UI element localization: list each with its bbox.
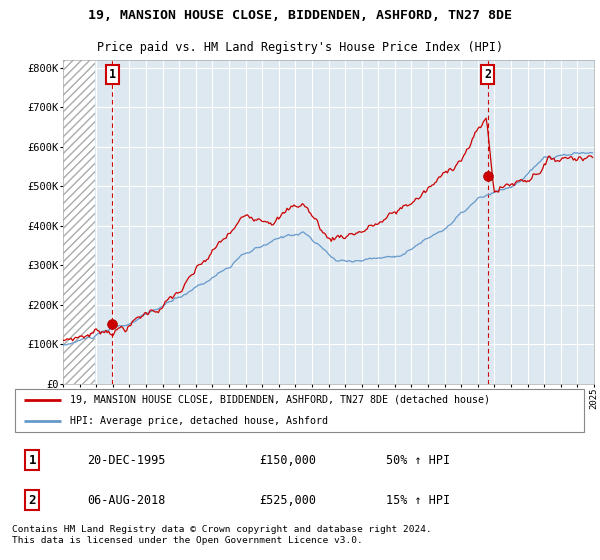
- Point: [107, 320, 117, 329]
- Text: 20-DEC-1995: 20-DEC-1995: [87, 454, 165, 466]
- Text: Contains HM Land Registry data © Crown copyright and database right 2024.
This d: Contains HM Land Registry data © Crown c…: [12, 525, 432, 545]
- Text: 15% ↑ HPI: 15% ↑ HPI: [386, 494, 451, 507]
- Text: 19, MANSION HOUSE CLOSE, BIDDENDEN, ASHFORD, TN27 8DE (detached house): 19, MANSION HOUSE CLOSE, BIDDENDEN, ASHF…: [70, 395, 490, 405]
- Text: 19, MANSION HOUSE CLOSE, BIDDENDEN, ASHFORD, TN27 8DE: 19, MANSION HOUSE CLOSE, BIDDENDEN, ASHF…: [88, 9, 512, 22]
- Text: 2: 2: [484, 68, 491, 81]
- Bar: [63, 60, 95, 384]
- Point: [483, 172, 493, 181]
- Text: 50% ↑ HPI: 50% ↑ HPI: [386, 454, 451, 466]
- Text: HPI: Average price, detached house, Ashford: HPI: Average price, detached house, Ashf…: [70, 416, 328, 426]
- Text: 06-AUG-2018: 06-AUG-2018: [87, 494, 165, 507]
- Text: £150,000: £150,000: [260, 454, 317, 466]
- Text: 1: 1: [28, 454, 36, 466]
- FancyBboxPatch shape: [15, 389, 584, 432]
- Text: 1: 1: [109, 68, 116, 81]
- Text: Price paid vs. HM Land Registry's House Price Index (HPI): Price paid vs. HM Land Registry's House …: [97, 41, 503, 54]
- Text: £525,000: £525,000: [260, 494, 317, 507]
- Text: 2: 2: [28, 494, 36, 507]
